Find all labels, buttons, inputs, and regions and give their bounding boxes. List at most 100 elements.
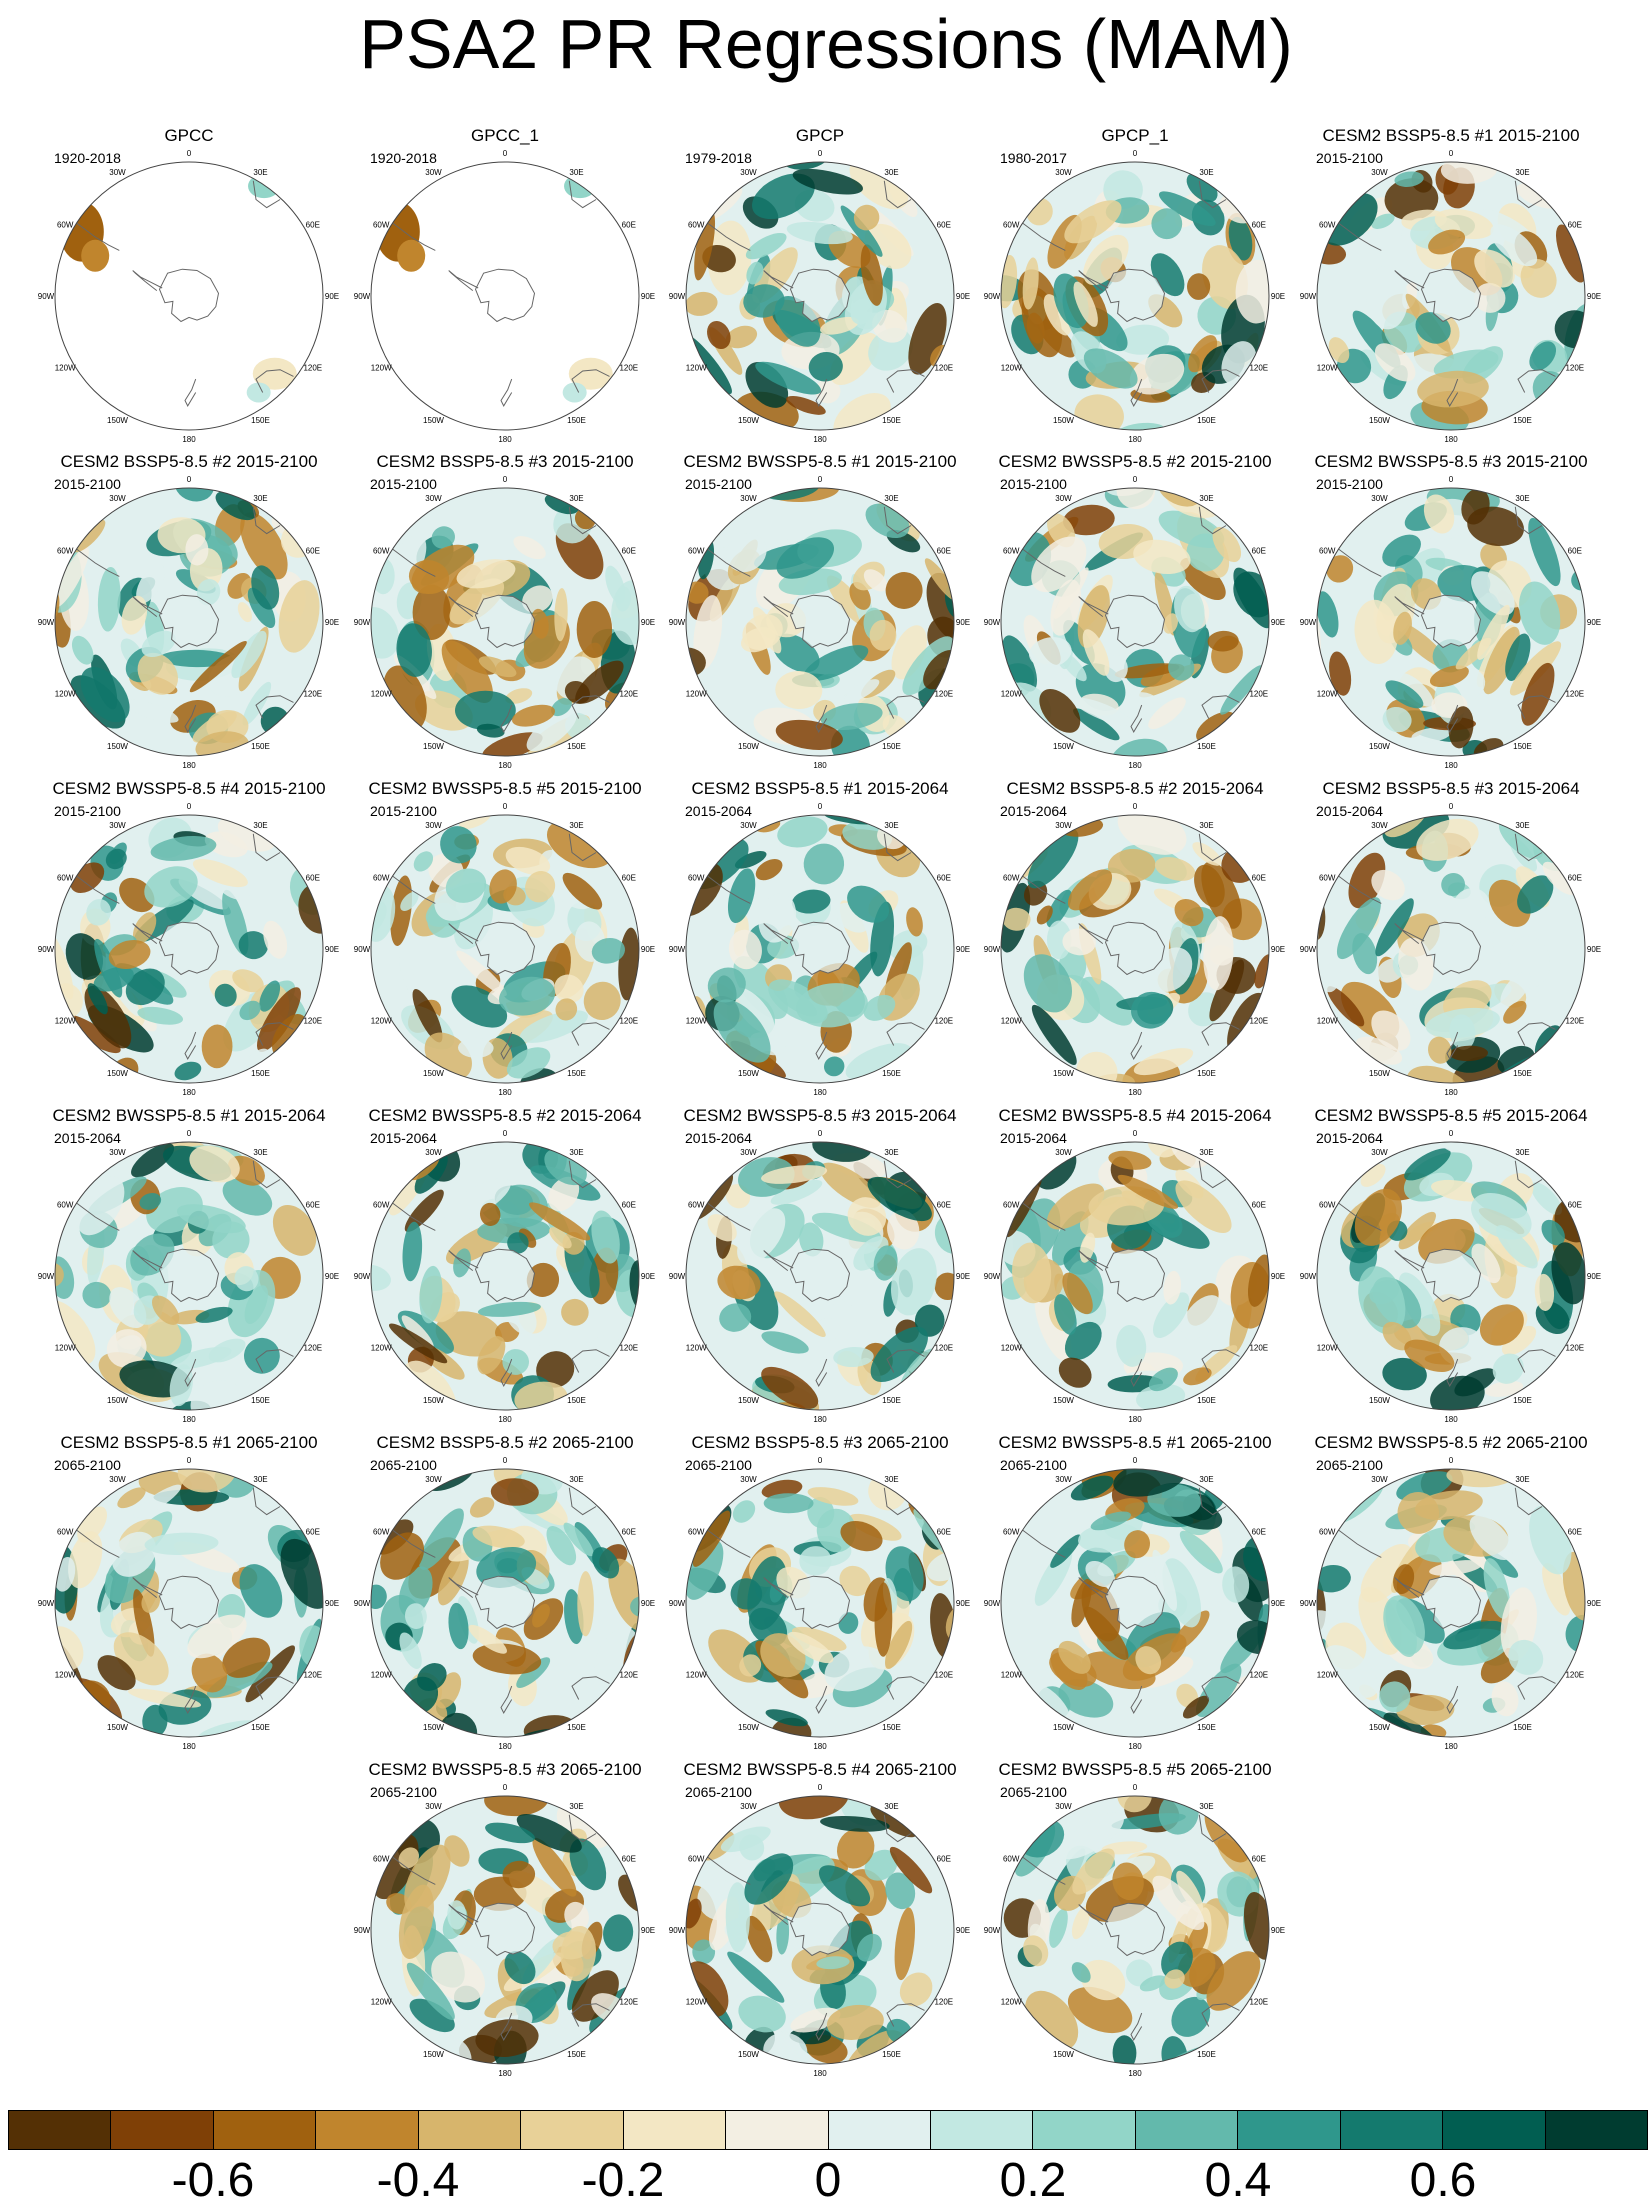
south-america-coastline bbox=[1019, 873, 1066, 904]
anomaly-blob bbox=[1534, 1273, 1555, 1311]
new-zealand-coastline bbox=[815, 1358, 828, 1387]
anomaly-blob bbox=[513, 536, 546, 560]
anomaly-blob bbox=[561, 1298, 589, 1326]
longitude-label: 120E bbox=[303, 364, 322, 373]
map-boundary bbox=[1000, 487, 1270, 757]
longitude-label: 30E bbox=[1199, 1802, 1213, 1811]
longitude-label: 150W bbox=[1369, 1396, 1390, 1405]
anomaly-blob bbox=[388, 1323, 448, 1364]
longitude-label: 60E bbox=[1252, 1201, 1266, 1210]
land-anomaly-patch bbox=[246, 382, 271, 403]
anomaly-blob bbox=[564, 1901, 589, 1931]
longitude-label: 150W bbox=[1053, 742, 1074, 751]
anomaly-blob bbox=[761, 1331, 809, 1354]
longitude-label: 120W bbox=[1001, 1671, 1022, 1680]
longitude-label: 90W bbox=[38, 1272, 55, 1281]
anomaly-blob bbox=[1505, 633, 1531, 681]
anomaly-blob bbox=[239, 1000, 261, 1021]
colorbar-box bbox=[1443, 2111, 1546, 2149]
antarctica-fill bbox=[790, 1903, 850, 1956]
anomaly-blob bbox=[1083, 234, 1129, 286]
anomaly-blob bbox=[1329, 651, 1352, 696]
anomaly-blob bbox=[189, 1145, 240, 1183]
anomaly-blob bbox=[136, 564, 165, 604]
longitude-label: 60W bbox=[1003, 874, 1020, 883]
longitude-label: 90E bbox=[1587, 292, 1601, 301]
panel-title: CESM2 BSSP5-8.5 #1 2015-2100 bbox=[1322, 126, 1580, 145]
anomaly-blob bbox=[889, 1846, 933, 1894]
longitude-label: 150W bbox=[1053, 1396, 1074, 1405]
longitude-label: 30W bbox=[1371, 168, 1388, 177]
anomaly-blob bbox=[733, 987, 775, 1034]
antarctica-fill bbox=[475, 1249, 535, 1302]
longitude-label: 60E bbox=[1568, 874, 1582, 883]
longitude-label: 60W bbox=[373, 1201, 390, 1210]
peninsula-coastline bbox=[1394, 596, 1425, 617]
longitude-label: 30E bbox=[253, 494, 267, 503]
longitude-label: 60W bbox=[373, 874, 390, 883]
longitude-label: 0 bbox=[1449, 475, 1454, 484]
map-boundary bbox=[1000, 1468, 1270, 1738]
map-boundary bbox=[1316, 1141, 1586, 1411]
peninsula-coastline bbox=[763, 1577, 794, 1598]
anomaly-blob bbox=[476, 723, 505, 738]
longitude-label: 120W bbox=[371, 1998, 392, 2007]
anomaly-blob bbox=[174, 488, 215, 502]
africa-coastline bbox=[568, 1160, 597, 1189]
anomaly-blob bbox=[1429, 665, 1469, 688]
longitude-label: 90E bbox=[325, 618, 339, 627]
anomaly-blob bbox=[1425, 1007, 1500, 1039]
anomaly-blob bbox=[1027, 828, 1079, 889]
australia-coastline bbox=[1517, 1349, 1556, 1373]
panel-period: 2015-2064 bbox=[685, 803, 752, 819]
panel-period: 2015-2100 bbox=[1316, 150, 1383, 166]
anomaly-blob bbox=[244, 1285, 269, 1324]
polar-map: 0 30E 60E 90E 120E 150E 180 150W 120W 90W 60W 30W bbox=[1300, 802, 1601, 1097]
anomaly-blob bbox=[1454, 1368, 1497, 1397]
polar-map: 0 30E 60E 90E 120E 150E 180 150W 120W 90W 60W 30W bbox=[354, 802, 655, 1097]
longitude-label: 90W bbox=[669, 1272, 686, 1281]
panel-title: CESM2 BWSSP5-8.5 #5 2065-2100 bbox=[998, 1760, 1272, 1779]
anomaly-blob bbox=[516, 1813, 582, 1853]
new-zealand-coastline bbox=[815, 704, 828, 733]
anomaly-blob bbox=[1058, 1640, 1091, 1674]
anomaly-blob bbox=[82, 1281, 112, 1309]
anomaly-blob bbox=[1133, 539, 1191, 575]
longitude-label: 120E bbox=[934, 364, 953, 373]
panel-title: CESM2 BWSSP5-8.5 #1 2065-2100 bbox=[998, 1433, 1272, 1452]
anomaly-blob bbox=[791, 1626, 847, 1652]
anomaly-blob bbox=[847, 885, 890, 923]
longitude-label: 90E bbox=[956, 1272, 970, 1281]
longitude-label: 120W bbox=[686, 1671, 707, 1680]
longitude-label: 60E bbox=[306, 221, 320, 230]
longitude-label: 90W bbox=[354, 618, 371, 627]
anomaly-blob bbox=[131, 1143, 175, 1178]
polar-map: 0 30E 60E 90E 120E 150E 180 150W 120W 90W 60W 30W bbox=[38, 1456, 339, 1751]
longitude-label: 90W bbox=[1300, 1272, 1317, 1281]
anomaly-blob bbox=[1062, 1272, 1093, 1315]
anomaly-blob bbox=[456, 950, 507, 997]
anomaly-blob bbox=[400, 891, 419, 912]
longitude-label: 60W bbox=[1319, 1201, 1336, 1210]
longitude-label: 120W bbox=[1317, 1017, 1338, 1026]
anomaly-blob bbox=[778, 1796, 849, 1820]
panel-title: CESM2 BWSSP5-8.5 #4 2015-2064 bbox=[998, 1106, 1272, 1125]
longitude-label: 60W bbox=[1003, 1528, 1020, 1537]
australia-coastline bbox=[886, 2003, 925, 2027]
longitude-label: 120E bbox=[934, 690, 953, 699]
anomaly-blob bbox=[820, 702, 883, 731]
longitude-label: 60W bbox=[1003, 1201, 1020, 1210]
longitude-label: 0 bbox=[503, 1129, 508, 1138]
new-zealand-coastline bbox=[1446, 378, 1459, 407]
longitude-label: 60E bbox=[937, 547, 951, 556]
anomaly-blob bbox=[1022, 257, 1039, 310]
peninsula-coastline bbox=[1078, 1904, 1109, 1925]
land-anomaly-patch bbox=[397, 239, 426, 272]
anomaly-blob bbox=[125, 699, 179, 723]
anomaly-blob bbox=[475, 2019, 539, 2057]
peninsula-coastline bbox=[763, 270, 794, 291]
longitude-label: 120W bbox=[686, 1344, 707, 1353]
anomaly-blob bbox=[554, 974, 584, 1004]
longitude-label: 30E bbox=[253, 168, 267, 177]
longitude-label: 30W bbox=[1371, 821, 1388, 830]
